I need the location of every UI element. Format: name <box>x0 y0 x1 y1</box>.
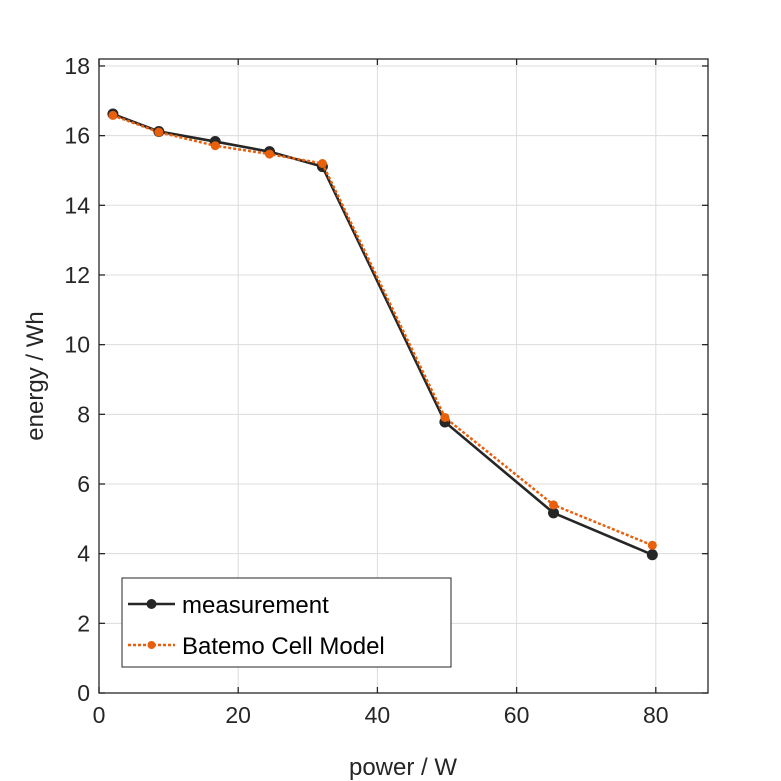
x-tick-label: 0 <box>93 702 106 728</box>
legend-label-measurement: measurement <box>182 592 329 619</box>
data-point-model <box>108 110 118 120</box>
legend-marker-model <box>147 641 156 649</box>
y-tick-label: 14 <box>64 192 90 218</box>
plot-frame <box>98 58 709 694</box>
x-tick-label: 60 <box>504 702 530 728</box>
y-tick-label: 12 <box>64 262 90 288</box>
y-tick-label: 8 <box>77 401 90 427</box>
y-tick-label: 0 <box>77 680 90 706</box>
data-point-model <box>647 540 657 550</box>
legend-box <box>121 577 452 668</box>
y-tick-label: 2 <box>77 610 90 636</box>
series-line-model <box>112 114 653 547</box>
x-tick-label: 80 <box>643 702 669 728</box>
data-point-measurement <box>547 507 559 519</box>
y-tick-label: 16 <box>64 123 90 149</box>
data-point-model <box>210 141 220 151</box>
data-point-model <box>548 500 558 510</box>
y-axis-label: energy / Wh <box>22 311 49 440</box>
series-group <box>107 108 658 561</box>
legend-marker-measurement <box>146 599 157 609</box>
data-point-model <box>265 149 275 159</box>
y-tick-label: 10 <box>64 332 90 358</box>
x-tick-label: 20 <box>225 702 251 728</box>
legend[interactable]: measurement Batemo Cell Model <box>121 577 452 668</box>
y-tick-label: 4 <box>77 541 90 567</box>
y-tick-label: 18 <box>64 53 90 79</box>
data-point-model <box>154 127 164 137</box>
x-tick-label: 40 <box>365 702 391 728</box>
legend-label-model: Batemo Cell Model <box>182 633 385 660</box>
y-tick-label: 6 <box>77 471 90 497</box>
ticks: 0 20 40 60 80 0 2 4 6 8 10 12 14 16 18 <box>64 53 708 728</box>
data-point-model <box>317 159 327 169</box>
series-line-measurement <box>112 112 653 556</box>
data-point-model <box>440 412 450 422</box>
data-point-measurement <box>646 549 658 561</box>
x-axis-label: power / W <box>349 754 457 781</box>
